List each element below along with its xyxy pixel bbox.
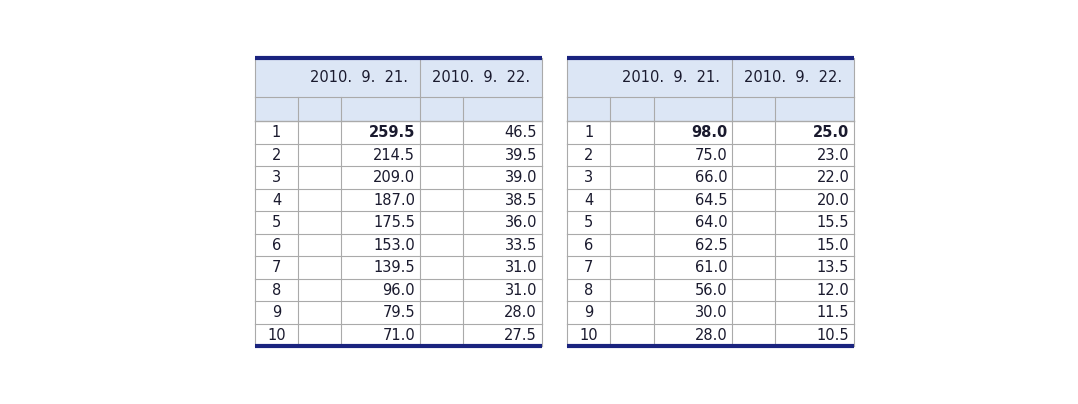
- Text: 11.5: 11.5: [817, 305, 849, 320]
- Text: 27.5: 27.5: [505, 328, 537, 343]
- Text: 2010.  9.  21.: 2010. 9. 21.: [622, 70, 720, 85]
- Text: 10.5: 10.5: [817, 328, 849, 343]
- Text: 5: 5: [272, 215, 281, 230]
- Text: 36.0: 36.0: [505, 215, 537, 230]
- Text: 10: 10: [580, 328, 598, 343]
- Text: 75.0: 75.0: [695, 147, 728, 162]
- Text: 79.5: 79.5: [383, 305, 415, 320]
- Text: 23.0: 23.0: [817, 147, 849, 162]
- Text: 7: 7: [272, 260, 281, 275]
- Text: 2010.  9.  22.: 2010. 9. 22.: [431, 70, 529, 85]
- Text: 62.5: 62.5: [695, 238, 728, 252]
- Text: 1: 1: [272, 125, 281, 140]
- Text: 3: 3: [584, 170, 593, 185]
- Text: 31.0: 31.0: [505, 283, 537, 298]
- Text: 187.0: 187.0: [373, 193, 415, 208]
- Text: 28.0: 28.0: [505, 305, 537, 320]
- Text: 66.0: 66.0: [695, 170, 728, 185]
- Text: 30.0: 30.0: [695, 305, 728, 320]
- Text: 10: 10: [267, 328, 286, 343]
- Text: 13.5: 13.5: [817, 260, 849, 275]
- Text: 61.0: 61.0: [695, 260, 728, 275]
- Text: 28.0: 28.0: [695, 328, 728, 343]
- Bar: [567, 58, 854, 97]
- Text: 2010.  9.  22.: 2010. 9. 22.: [744, 70, 842, 85]
- Text: 39.0: 39.0: [505, 170, 537, 185]
- Text: 2: 2: [584, 147, 594, 162]
- Text: 214.5: 214.5: [373, 147, 415, 162]
- Text: 33.5: 33.5: [505, 238, 537, 252]
- Text: 98.0: 98.0: [691, 125, 728, 140]
- Text: 64.5: 64.5: [695, 193, 728, 208]
- Text: 25.0: 25.0: [813, 125, 849, 140]
- Text: 71.0: 71.0: [383, 328, 415, 343]
- Text: 9: 9: [584, 305, 594, 320]
- Text: 1: 1: [584, 125, 594, 140]
- Text: 46.5: 46.5: [505, 125, 537, 140]
- Text: 31.0: 31.0: [505, 260, 537, 275]
- Text: 2: 2: [272, 147, 281, 162]
- Text: 175.5: 175.5: [373, 215, 415, 230]
- Text: 56.0: 56.0: [695, 283, 728, 298]
- Text: 96.0: 96.0: [383, 283, 415, 298]
- Text: 20.0: 20.0: [816, 193, 849, 208]
- Text: 7: 7: [584, 260, 594, 275]
- Text: 153.0: 153.0: [373, 238, 415, 252]
- Text: 4: 4: [584, 193, 594, 208]
- Text: 5: 5: [584, 215, 594, 230]
- Text: 38.5: 38.5: [505, 193, 537, 208]
- Text: 39.5: 39.5: [505, 147, 537, 162]
- Text: 3: 3: [272, 170, 281, 185]
- Text: 4: 4: [272, 193, 281, 208]
- Text: 64.0: 64.0: [695, 215, 728, 230]
- Text: 6: 6: [584, 238, 594, 252]
- Bar: [567, 97, 854, 121]
- Text: 15.5: 15.5: [817, 215, 849, 230]
- Text: 15.0: 15.0: [817, 238, 849, 252]
- Text: 9: 9: [272, 305, 281, 320]
- Text: 8: 8: [584, 283, 594, 298]
- Text: 12.0: 12.0: [816, 283, 849, 298]
- Text: 139.5: 139.5: [374, 260, 415, 275]
- Bar: [254, 97, 541, 121]
- Bar: [254, 58, 541, 97]
- Text: 209.0: 209.0: [373, 170, 415, 185]
- Text: 6: 6: [272, 238, 281, 252]
- Text: 2010.  9.  21.: 2010. 9. 21.: [310, 70, 407, 85]
- Text: 8: 8: [272, 283, 281, 298]
- Text: 259.5: 259.5: [369, 125, 415, 140]
- Text: 22.0: 22.0: [816, 170, 849, 185]
